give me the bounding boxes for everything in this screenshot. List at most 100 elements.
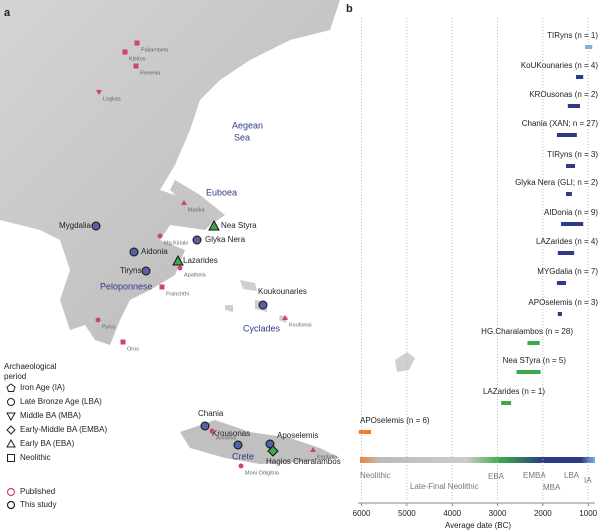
x-tick-label: 6000 xyxy=(353,509,371,518)
region-label: Aegean xyxy=(232,120,263,130)
legend-title: period xyxy=(4,372,26,381)
map xyxy=(0,0,415,464)
published-marker xyxy=(95,317,101,323)
published-label: Kephala xyxy=(317,454,338,460)
published-label: Logkas xyxy=(103,96,121,102)
x-axis-label: Average date (BC) xyxy=(445,521,511,530)
site-marker xyxy=(200,421,210,431)
bar-label: HG.Charalambos (n = 28) xyxy=(481,327,573,336)
published-marker xyxy=(133,63,139,69)
bar-label: MYGdalia (n = 7) xyxy=(537,267,598,276)
rhodes xyxy=(395,352,415,372)
site-marker xyxy=(192,235,202,245)
range-bar xyxy=(567,104,581,108)
range-bar xyxy=(585,45,593,49)
range-bar xyxy=(501,401,512,405)
site-label: Krousonas xyxy=(212,429,250,438)
site-label: Tiryns xyxy=(120,266,141,275)
bar-label: APOselemis (n = 6) xyxy=(360,416,430,425)
published-marker xyxy=(122,49,128,55)
published-marker xyxy=(282,315,288,320)
bar-label: TIRyns (n = 1) xyxy=(547,31,598,40)
panel-label: b xyxy=(346,3,353,15)
site-label: Lazarides xyxy=(183,256,218,265)
region-label: Crete xyxy=(232,451,254,461)
legend-label: Iron Age (IA) xyxy=(20,383,65,392)
site-label: Glyka Nera xyxy=(205,235,246,244)
x-tick-label: 4000 xyxy=(443,509,461,518)
published-marker xyxy=(177,265,183,271)
published-marker xyxy=(310,447,316,452)
legend-label: Late Bronze Age (LBA) xyxy=(20,397,102,406)
period-label: MBA xyxy=(543,483,561,492)
period-label: EMBA xyxy=(523,471,546,480)
published-marker xyxy=(209,428,215,434)
legend-symbol xyxy=(7,454,15,462)
legend-title: Archaeological xyxy=(4,362,57,371)
legend-label: Early BA (EBA) xyxy=(20,439,75,448)
site-marker xyxy=(267,445,279,457)
published-marker xyxy=(238,463,244,469)
legend-symbol xyxy=(6,500,16,510)
period-label: Neolithic xyxy=(360,471,391,480)
x-tick-label: 5000 xyxy=(398,509,416,518)
range-bar xyxy=(565,192,572,196)
period-label: IA xyxy=(584,476,592,485)
published-marker xyxy=(157,233,163,239)
range-bar xyxy=(556,281,566,285)
published-label: Koufonisi xyxy=(289,322,312,328)
range-bar xyxy=(557,251,575,255)
legend-label: Early-Middle BA (EMBA) xyxy=(20,425,107,434)
site-marker xyxy=(91,221,101,231)
site-marker xyxy=(141,266,151,276)
published-label: Franchthi xyxy=(166,291,189,297)
period-strip xyxy=(360,457,595,463)
bar-label: LAZarides (n = 1) xyxy=(483,387,545,396)
x-tick-label: 1000 xyxy=(579,509,597,518)
legend-symbol xyxy=(7,398,15,406)
legend-symbol xyxy=(6,438,16,448)
published-marker xyxy=(159,284,165,290)
site-label: Aposelemis xyxy=(277,431,318,440)
legend-label: Middle BA (MBA) xyxy=(20,411,81,420)
published-label: Armenoi xyxy=(216,435,236,441)
bar-label: Chania (XAN; n = 27) xyxy=(522,119,599,128)
legend-label: This study xyxy=(20,500,56,509)
legend-symbol xyxy=(6,412,16,422)
published-label: Moni Odigitria xyxy=(245,470,280,476)
legend-symbol xyxy=(6,425,16,435)
site-label: Koukounaries xyxy=(258,287,307,296)
legend-symbol xyxy=(6,383,16,392)
site-marker xyxy=(265,439,275,449)
range-bar xyxy=(358,430,372,434)
published-label: Mg.Kiriaki xyxy=(164,240,188,246)
site-label: Chania xyxy=(198,409,224,418)
region-label: Euboea xyxy=(206,187,237,197)
legend-label: Published xyxy=(20,487,55,496)
published-marker xyxy=(134,40,140,46)
range-bar xyxy=(557,312,562,316)
site-marker xyxy=(233,440,243,450)
published-label: Apatheia xyxy=(184,272,207,278)
period-label: LBA xyxy=(564,471,580,480)
bar-label: Nea STyra (n = 5) xyxy=(503,356,567,365)
site-label: Hagios Charalambos xyxy=(266,457,341,466)
panel-label: a xyxy=(4,7,11,19)
bar-label: KROusonas (n = 2) xyxy=(529,90,598,99)
site-label: Mygdalia xyxy=(59,221,92,230)
range-bar xyxy=(516,370,541,374)
bar-label: KoUKounaries (n = 4) xyxy=(521,61,598,70)
bar-label: LAZarides (n = 4) xyxy=(536,237,598,246)
site-label: Aidonia xyxy=(141,247,168,256)
published-marker xyxy=(96,90,102,95)
region-label: Sea xyxy=(234,132,250,142)
bar-label: APOselemis (n = 3) xyxy=(528,298,598,307)
bar-label: Glyka Nera (GLI; n = 2) xyxy=(515,178,598,187)
euboea xyxy=(170,180,225,222)
site-label: Nea Styra xyxy=(221,221,257,230)
bar-label: TIRyns (n = 3) xyxy=(547,150,598,159)
x-tick-label: 3000 xyxy=(489,509,507,518)
region-label: Peloponnese xyxy=(100,281,153,291)
published-label: Kleitos xyxy=(129,56,146,62)
